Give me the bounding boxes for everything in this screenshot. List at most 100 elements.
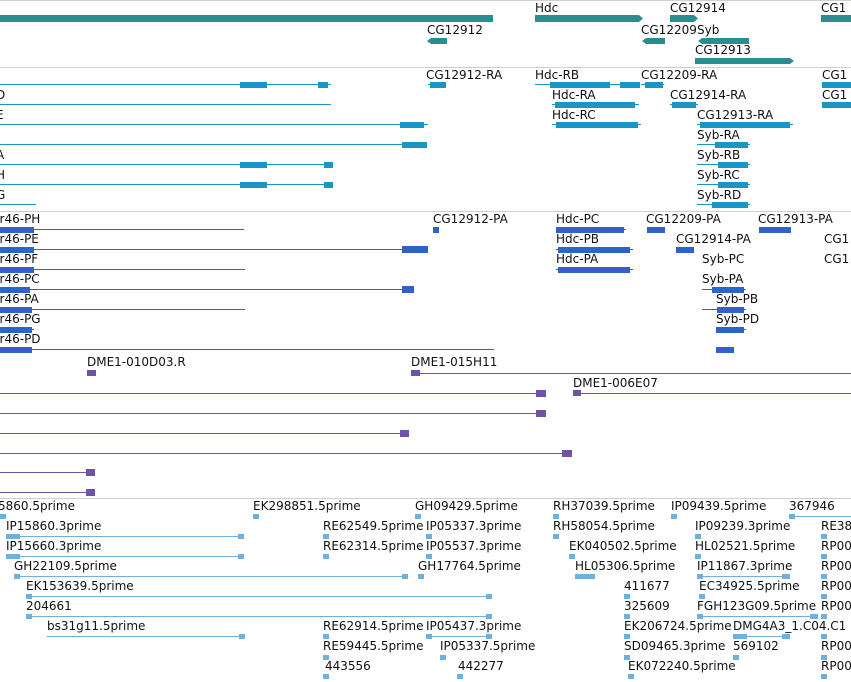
est-label[interactable]: RP00 xyxy=(821,539,851,553)
transcript-label[interactable]: Syb-RB xyxy=(697,148,740,162)
est-label[interactable]: EK206724.5prime xyxy=(624,619,732,633)
protein-label[interactable]: Syb-PC xyxy=(702,252,744,266)
est-label[interactable]: 5860.5prime xyxy=(0,499,75,513)
protein-label[interactable]: Ir46-PA xyxy=(0,292,40,306)
protein-label[interactable]: Syb-PA xyxy=(702,272,744,286)
gene-feature[interactable] xyxy=(821,15,851,22)
protein-label[interactable]: Ir46-PH xyxy=(0,212,40,226)
est-label[interactable]: RH37039.5prime xyxy=(553,499,655,513)
est-label[interactable]: RP00 xyxy=(821,599,851,613)
est-label[interactable]: IP09239.3prime xyxy=(695,519,790,533)
est-label[interactable]: RE62314.5prime xyxy=(323,539,424,553)
protein-label[interactable]: Ir46-PG xyxy=(0,312,41,326)
est-label[interactable]: SD09465.3prime xyxy=(624,639,725,653)
est-label[interactable]: 411677 xyxy=(624,579,670,593)
transcript-label[interactable]: E xyxy=(0,108,4,122)
est-label[interactable]: EK072240.5prime xyxy=(628,659,736,673)
est-label[interactable]: GH17764.5prime xyxy=(418,559,521,573)
est-label[interactable]: RP00 xyxy=(821,559,851,573)
protein-label[interactable]: Ir46-PD xyxy=(0,332,41,346)
transcript-label[interactable]: CG12913-RA xyxy=(697,108,774,122)
transcript-label[interactable]: G xyxy=(0,188,5,202)
est-label[interactable]: RE59445.5prime xyxy=(323,639,424,653)
transcript-label[interactable]: CG12912-RA xyxy=(426,68,503,82)
clone-label[interactable]: DME1-006E07 xyxy=(573,376,658,390)
est-label[interactable]: EK298851.5prime xyxy=(253,499,361,513)
transcript-label[interactable]: Syb-RC xyxy=(697,168,740,182)
est-label[interactable]: FGH123G09.5prime xyxy=(697,599,816,613)
protein-label[interactable]: Ir46-PF xyxy=(0,252,38,266)
gene-feature[interactable] xyxy=(695,58,794,64)
transcript-label[interactable]: CG1 xyxy=(822,88,847,102)
est-label[interactable]: IP05337.3prime xyxy=(426,519,521,533)
transcript-label[interactable]: A xyxy=(0,148,5,162)
protein-label[interactable]: Syb-PB xyxy=(716,292,758,306)
transcript-label[interactable]: CG1 xyxy=(822,68,847,82)
gene-label[interactable]: CG12914 xyxy=(670,1,726,15)
gene-label[interactable]: Hdc xyxy=(535,1,558,15)
clone-label[interactable]: DME1-015H11 xyxy=(411,355,497,369)
est-label[interactable]: IP11867.3prime xyxy=(697,559,792,573)
protein-label[interactable]: CG1 xyxy=(824,232,849,246)
transcript-label[interactable]: Syb-RD xyxy=(697,188,741,202)
protein-label[interactable]: CG12912-PA xyxy=(433,212,509,226)
est-label[interactable]: HL02521.5prime xyxy=(695,539,795,553)
gene-feature[interactable] xyxy=(535,15,643,22)
est-label[interactable]: IP05437.3prime xyxy=(426,619,521,633)
gene-label[interactable]: CG12913 xyxy=(695,43,751,57)
est-label[interactable]: bs31g11.5prime xyxy=(47,619,145,633)
transcript-label[interactable]: H xyxy=(0,168,5,182)
est-label[interactable]: EC34925.5prime xyxy=(699,579,800,593)
est-label[interactable]: 325609 xyxy=(624,599,670,613)
transcript-label[interactable]: CG12209-RA xyxy=(641,68,718,82)
est-label[interactable]: GH09429.5prime xyxy=(415,499,518,513)
gene-label[interactable]: CG1 xyxy=(821,1,846,15)
est-label[interactable]: IP15660.3prime xyxy=(6,539,101,553)
transcript-label[interactable]: Hdc-RC xyxy=(552,108,596,122)
transcript-label[interactable]: CG12914-RA xyxy=(670,88,747,102)
transcript-label[interactable]: Hdc-RB xyxy=(535,68,579,82)
est-label[interactable]: IP05537.3prime xyxy=(426,539,521,553)
protein-label[interactable]: CG12209-PA xyxy=(646,212,722,226)
est-label[interactable]: RE62549.5prime xyxy=(323,519,424,533)
protein-label[interactable]: Syb-PD xyxy=(716,312,759,326)
gene-label[interactable]: CG12912 xyxy=(427,23,483,37)
gene-feature[interactable] xyxy=(670,15,698,22)
gene-feature[interactable] xyxy=(698,38,749,44)
est-label[interactable]: RP00 xyxy=(821,659,851,673)
protein-label[interactable]: Hdc-PA xyxy=(556,252,599,266)
gene-label[interactable]: Syb xyxy=(697,23,719,37)
est-label[interactable]: RP00 xyxy=(821,639,851,653)
gene-feature[interactable] xyxy=(427,38,447,44)
protein-label[interactable]: Ir46-PC xyxy=(0,272,40,286)
est-label[interactable]: EK040502.5prime xyxy=(569,539,677,553)
protein-label[interactable]: Hdc-PC xyxy=(556,212,599,226)
gene-label[interactable]: CG12209 xyxy=(641,23,697,37)
est-label[interactable]: 204661 xyxy=(26,599,72,613)
est-label[interactable]: RP00 xyxy=(821,579,851,593)
protein-label[interactable]: CG1 xyxy=(824,252,849,266)
est-label[interactable]: GH22109.5prime xyxy=(14,559,117,573)
protein-label[interactable]: Ir46-PE xyxy=(0,232,39,246)
protein-label[interactable]: CG12913-PA xyxy=(758,212,834,226)
est-label[interactable]: IP15860.3prime xyxy=(6,519,101,533)
protein-label[interactable]: CG12914-PA xyxy=(676,232,752,246)
transcript-label[interactable]: D xyxy=(0,88,5,102)
est-label[interactable]: 569102 xyxy=(733,639,779,653)
est-label[interactable]: DMG4A3_1.C04.C1 xyxy=(733,619,846,633)
est-label[interactable]: IP05337.5prime xyxy=(440,639,535,653)
est-label[interactable]: RH58054.5prime xyxy=(553,519,655,533)
est-label[interactable]: IP09439.5prime xyxy=(671,499,766,513)
est-label[interactable]: 442277 xyxy=(458,659,504,673)
transcript-label[interactable]: Syb-RA xyxy=(697,128,741,142)
est-label[interactable]: EK153639.5prime xyxy=(26,579,134,593)
transcript-label[interactable]: Hdc-RA xyxy=(552,88,596,102)
clone-label[interactable]: DME1-010D03.R xyxy=(87,355,186,369)
gene-feature[interactable] xyxy=(0,15,493,22)
gene-feature[interactable] xyxy=(642,38,665,44)
est-label[interactable]: HL05306.5prime xyxy=(575,559,675,573)
est-label[interactable]: 367946 xyxy=(789,499,835,513)
est-label[interactable]: RE38 xyxy=(821,519,851,533)
est-label[interactable]: 443556 xyxy=(325,659,371,673)
protein-label[interactable]: Hdc-PB xyxy=(556,232,599,246)
